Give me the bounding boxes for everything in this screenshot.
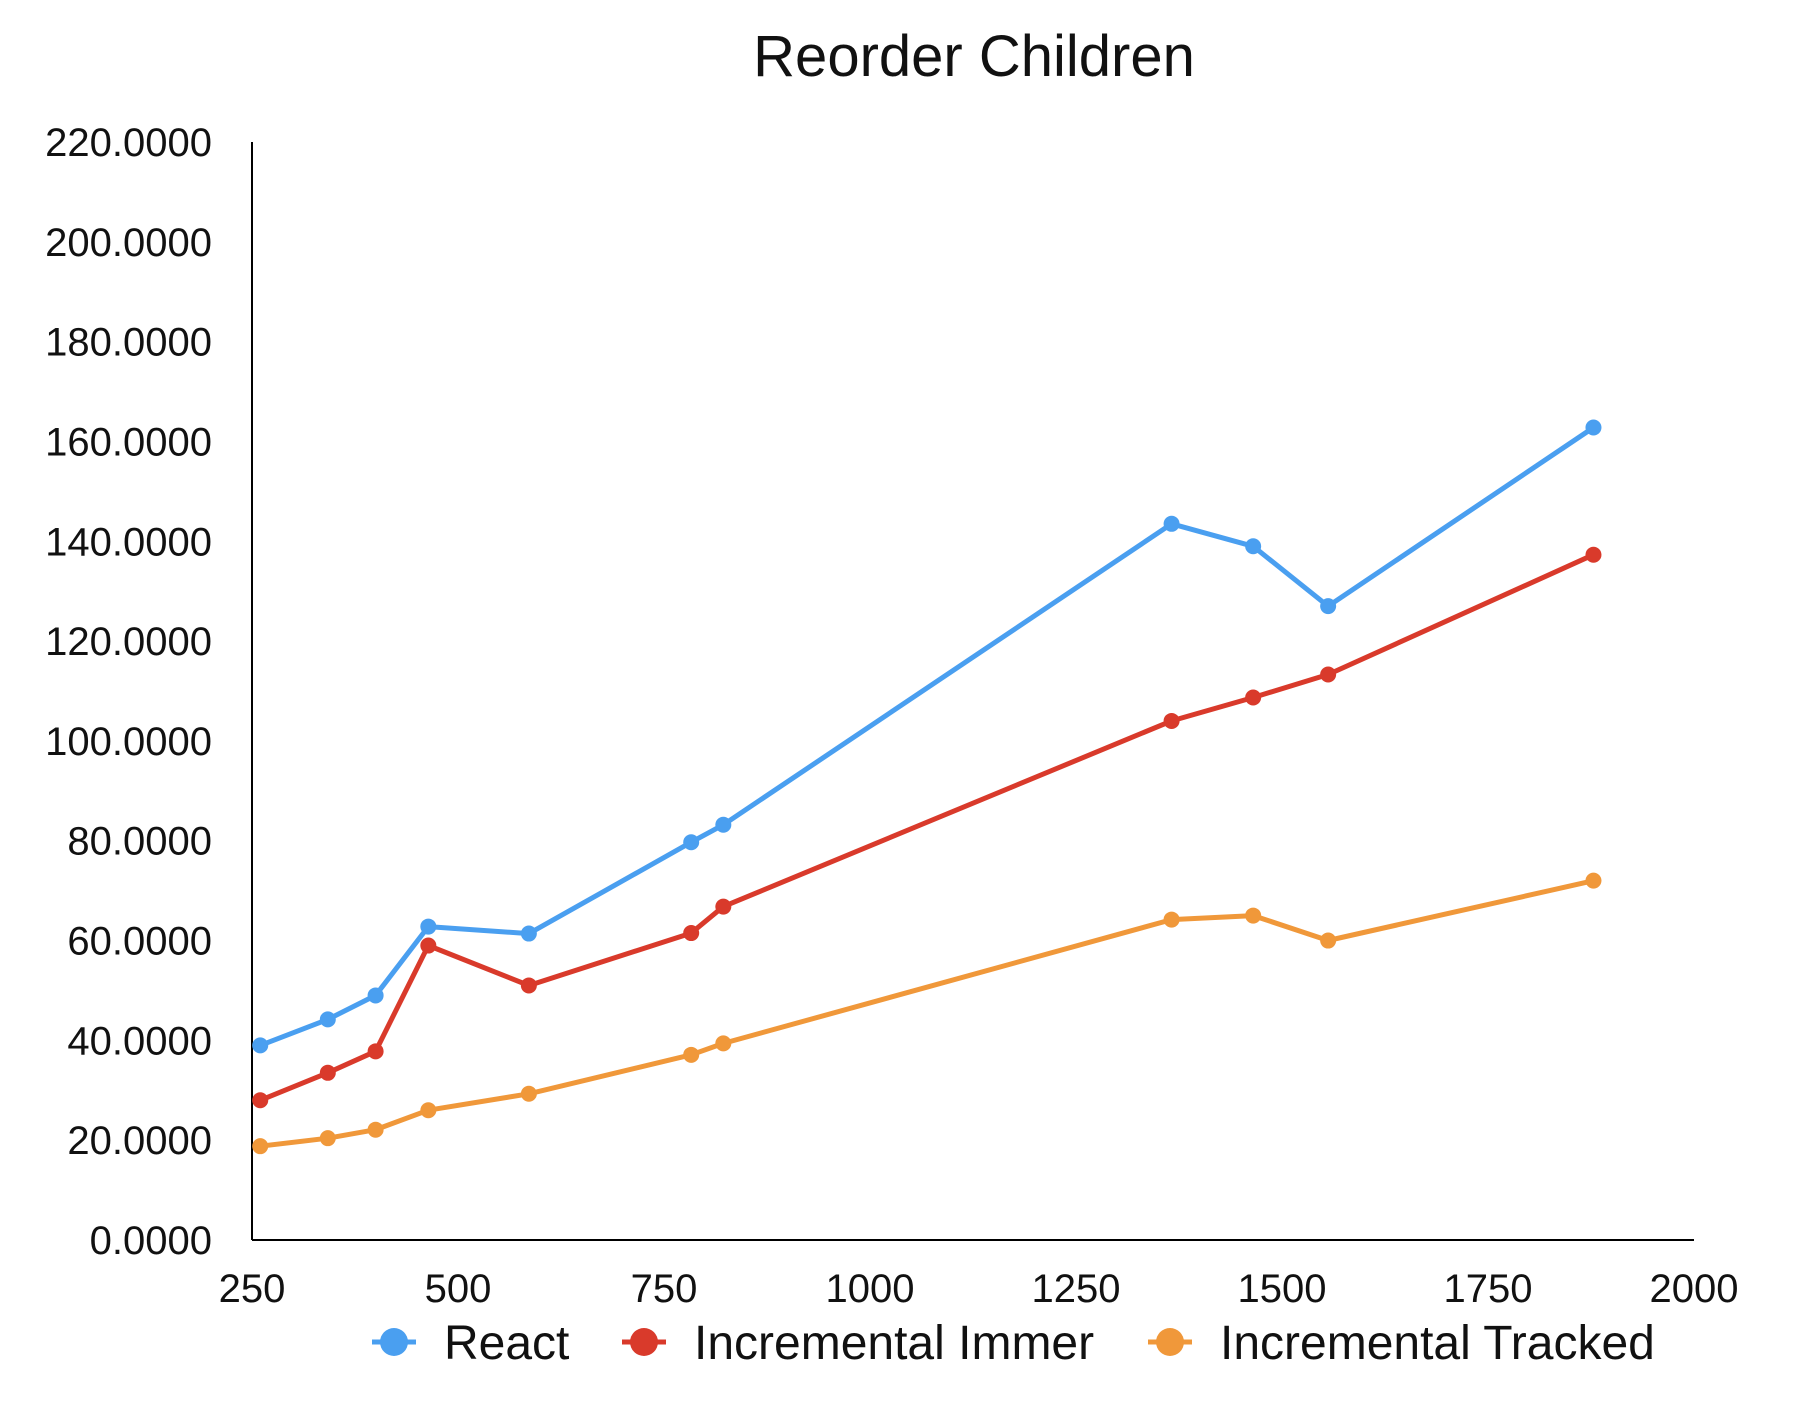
legend-label: React: [444, 1317, 569, 1370]
data-point-incremental-immer: [420, 937, 437, 954]
data-point-incremental-tracked: [520, 1085, 537, 1102]
data-point-react: [420, 918, 437, 935]
y-tick-label: 180.0000: [45, 321, 212, 365]
y-tick-label: 100.0000: [45, 720, 212, 764]
series-layer: [252, 419, 1602, 1155]
data-point-incremental-immer: [252, 1092, 269, 1109]
data-point-react: [683, 834, 700, 851]
data-point-incremental-immer: [319, 1064, 336, 1081]
x-tick-label: 1250: [1032, 1267, 1121, 1311]
data-point-incremental-immer: [520, 977, 537, 994]
data-point-react: [1245, 538, 1262, 555]
data-point-react: [319, 1011, 336, 1028]
series-incremental-immer: [252, 546, 1602, 1109]
data-point-react: [520, 925, 537, 942]
legend-label: Incremental Immer: [694, 1317, 1094, 1370]
y-tick-label: 220.0000: [45, 121, 212, 165]
x-axis-ticks: 250 500 750 1000 1250 1500 1750 2000: [219, 1267, 1739, 1311]
data-point-incremental-immer: [683, 925, 700, 942]
x-tick-label: 750: [631, 1267, 698, 1311]
data-point-incremental-tracked: [420, 1102, 437, 1119]
legend-label: Incremental Tracked: [1220, 1317, 1655, 1370]
y-tick-label: 200.0000: [45, 221, 212, 265]
chart-title: Reorder Children: [753, 24, 1195, 89]
y-tick-label: 120.0000: [45, 620, 212, 664]
series-line-incremental-immer: [257, 552, 1596, 1103]
data-point-incremental-tracked: [319, 1130, 336, 1147]
series-line-react: [257, 425, 1596, 1048]
data-point-react: [1585, 419, 1602, 436]
x-tick-label: 1750: [1444, 1267, 1533, 1311]
x-tick-label: 500: [425, 1267, 492, 1311]
data-point-react: [1163, 515, 1180, 532]
data-point-incremental-tracked: [1585, 872, 1602, 889]
y-tick-label: 60.0000: [67, 920, 212, 964]
legend-swatch-marker: [380, 1328, 408, 1356]
data-point-incremental-immer: [1585, 546, 1602, 563]
y-tick-label: 20.0000: [67, 1119, 212, 1163]
legend-item-incremental-tracked: Incremental Tracked: [1148, 1317, 1655, 1370]
legend-swatch-marker: [1156, 1328, 1184, 1356]
data-point-react: [367, 987, 384, 1004]
legend: React Incremental Immer Incremental Tracke…: [372, 1317, 1655, 1370]
data-point-incremental-immer: [1245, 689, 1262, 706]
x-tick-label: 2000: [1650, 1267, 1739, 1311]
y-tick-label: 0.0000: [90, 1219, 212, 1263]
data-point-incremental-tracked: [252, 1138, 269, 1155]
data-point-incremental-tracked: [1320, 932, 1337, 949]
y-tick-label: 160.0000: [45, 420, 212, 464]
y-tick-label: 40.0000: [67, 1019, 212, 1063]
data-point-react: [1320, 598, 1337, 615]
data-point-incremental-immer: [715, 898, 732, 915]
y-tick-label: 140.0000: [45, 520, 212, 564]
data-point-incremental-tracked: [367, 1121, 384, 1138]
series-incremental-tracked: [252, 872, 1602, 1155]
x-tick-label: 1000: [826, 1267, 915, 1311]
x-tick-label: 1500: [1238, 1267, 1327, 1311]
series-react: [252, 419, 1602, 1054]
data-point-incremental-tracked: [1163, 911, 1180, 928]
data-point-incremental-immer: [1163, 712, 1180, 729]
y-tick-label: 80.0000: [67, 820, 212, 864]
data-point-incremental-tracked: [1245, 907, 1262, 924]
legend-item-incremental-immer: Incremental Immer: [622, 1317, 1094, 1370]
x-tick-label: 250: [219, 1267, 286, 1311]
data-point-incremental-tracked: [683, 1046, 700, 1063]
series-line-incremental-tracked: [257, 878, 1596, 1149]
data-point-incremental-immer: [1320, 666, 1337, 683]
data-point-react: [715, 816, 732, 833]
data-point-incremental-immer: [367, 1043, 384, 1060]
y-axis-ticks: 0.0000 20.0000 40.0000 60.0000 80.0000 100.00…: [45, 121, 212, 1263]
legend-item-react: React: [372, 1317, 569, 1370]
data-point-react: [252, 1037, 269, 1054]
legend-swatch-marker: [630, 1328, 658, 1356]
data-point-incremental-tracked: [715, 1035, 732, 1052]
